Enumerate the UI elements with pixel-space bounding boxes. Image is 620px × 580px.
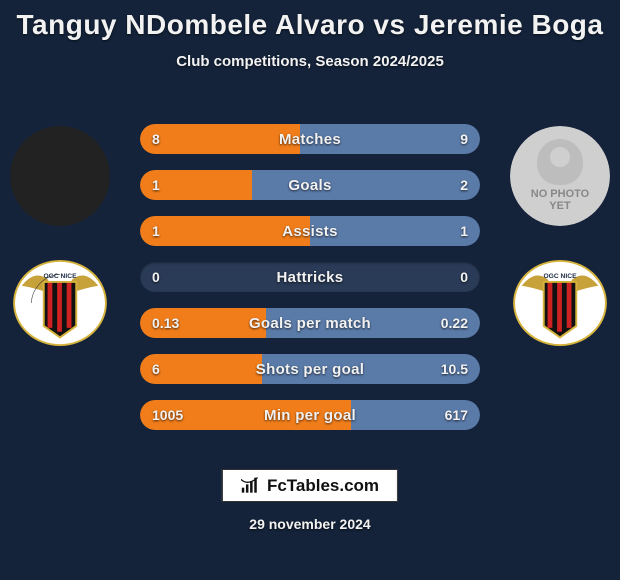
stat-label: Assists (140, 216, 480, 246)
date-label: 29 november 2024 (0, 516, 620, 532)
bar-chart-icon (241, 477, 261, 495)
ogc-nice-crest-icon: OGC NICE (12, 259, 108, 347)
brand-label: FcTables.com (267, 476, 379, 496)
svg-text:OGC NICE: OGC NICE (543, 273, 577, 280)
stat-label: Min per goal (140, 400, 480, 430)
avatar (10, 126, 110, 226)
stat-row: 610.5Shots per goal (140, 354, 480, 384)
page-subtitle: Club competitions, Season 2024/2025 (0, 53, 620, 70)
club-left-crest: OGC NICE (10, 258, 110, 348)
stat-row: 1005617Min per goal (140, 400, 480, 430)
stat-label: Goals per match (140, 308, 480, 338)
player-left-photo (10, 126, 110, 226)
stat-label: Shots per goal (140, 354, 480, 384)
ogc-nice-crest-icon: OGC NICE (512, 259, 608, 347)
stat-row: 89Matches (140, 124, 480, 154)
stat-row: 12Goals (140, 170, 480, 200)
person-silhouette-icon (537, 139, 583, 185)
stat-row: 11Assists (140, 216, 480, 246)
svg-text:OGC NICE: OGC NICE (43, 273, 77, 280)
stat-row: 00Hattricks (140, 262, 480, 292)
stat-label: Goals (140, 170, 480, 200)
stat-label: Hattricks (140, 262, 480, 292)
stat-bars: 89Matches 12Goals 11Assists 00Hattricks 0.13… (140, 124, 480, 446)
stat-label: Matches (140, 124, 480, 154)
no-photo-placeholder: NO PHOTO YET (510, 126, 610, 226)
placeholder-line-2: YET (549, 201, 570, 213)
page-title: Tanguy NDombele Alvaro vs Jeremie Boga (0, 8, 620, 45)
brand-badge: FcTables.com (222, 469, 398, 502)
comparison-card: Tanguy NDombele Alvaro vs Jeremie Boga C… (0, 0, 620, 580)
club-right-crest: OGC NICE (510, 258, 610, 348)
player-right-photo: NO PHOTO YET (510, 126, 610, 226)
stat-row: 0.130.22Goals per match (140, 308, 480, 338)
